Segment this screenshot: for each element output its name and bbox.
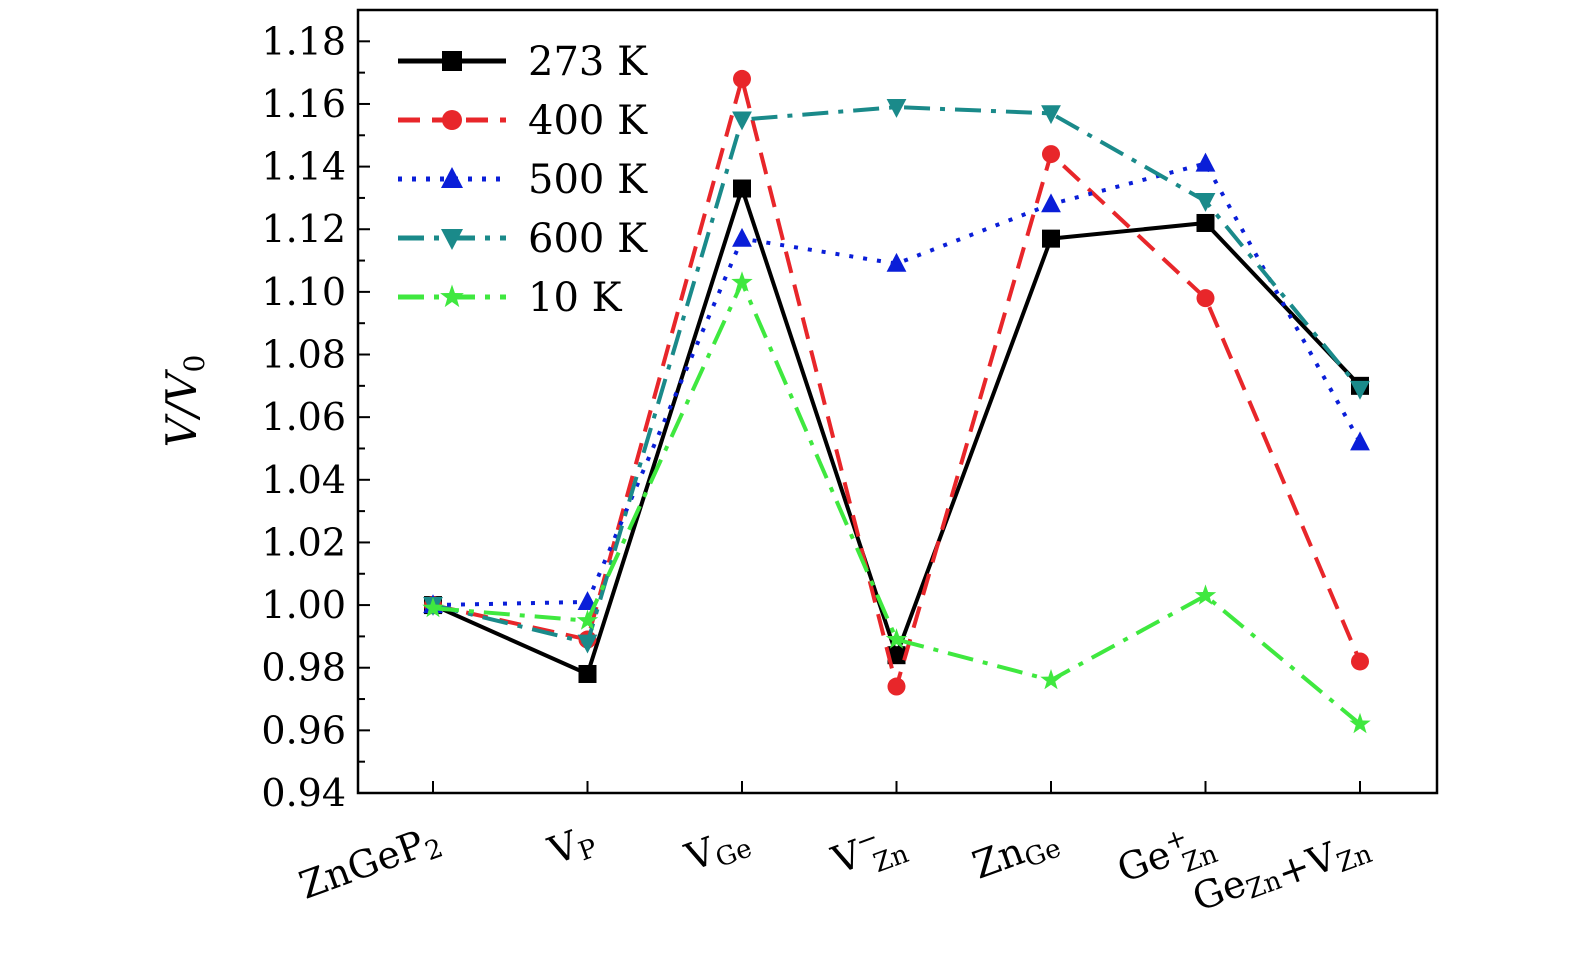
- data-point-triangle-down: [1041, 105, 1061, 125]
- data-point-triangle-up: [1041, 193, 1061, 213]
- legend-label: 10 K: [528, 275, 623, 321]
- data-point-triangle-up: [732, 227, 752, 247]
- y-tick-label: 0.96: [261, 708, 346, 752]
- legend-label: 600 K: [528, 216, 648, 262]
- data-point-triangle-up: [886, 252, 907, 272]
- x-tick-label-text: Ge+Zn: [1111, 814, 1222, 900]
- y-tick-label: 0.94: [261, 771, 346, 815]
- data-point-square: [1196, 213, 1215, 232]
- y-tick-label: 1.12: [261, 207, 346, 251]
- legend-label: 273 K: [528, 39, 648, 85]
- x-tick-label: V−Zn: [825, 814, 913, 892]
- data-point-star: [1040, 669, 1062, 690]
- legend-entry: 273 K: [398, 39, 648, 85]
- y-tick-label: 1.18: [261, 19, 346, 63]
- data-point-triangle-down: [577, 634, 598, 654]
- y-tick-label: 1.06: [261, 395, 346, 439]
- data-point-star: [1194, 584, 1217, 605]
- y-tick-label: 1.08: [261, 333, 346, 377]
- y-tick-label: 1.04: [261, 458, 346, 502]
- x-tick-label-text: GeZn+VZn: [1187, 816, 1377, 929]
- data-point-circle: [1042, 145, 1060, 164]
- x-tick-label: ZnGe: [967, 816, 1065, 891]
- x-tick-label-text: ZnGeP2: [294, 816, 447, 911]
- data-point-circle: [1351, 652, 1369, 671]
- y-axis-title: V/V0: [157, 355, 211, 448]
- legend-entry: 500 K: [398, 157, 648, 203]
- y-tick-label: 1.02: [261, 520, 346, 564]
- data-point-star: [440, 284, 464, 308]
- x-tick-label-text: VGe: [679, 816, 756, 883]
- legend-label: 500 K: [528, 157, 648, 203]
- data-point-triangle-up: [1350, 431, 1370, 451]
- y-tick-label: 0.98: [261, 646, 346, 690]
- legend-entry: 10 K: [398, 275, 623, 321]
- x-tick-label: VGe: [679, 816, 756, 883]
- x-tick-label-text: V−Zn: [825, 814, 913, 892]
- data-point-circle: [442, 110, 462, 130]
- data-point-circle: [887, 677, 906, 696]
- x-tick-label: ZnGeP2: [294, 816, 447, 911]
- plot-frame: [356, 8, 1439, 795]
- data-point-triangle-down: [441, 229, 463, 250]
- x-tick-label-text: VP: [542, 816, 602, 877]
- x-tick-label: Ge+Zn: [1111, 814, 1222, 900]
- data-point-star: [731, 271, 753, 292]
- data-point-star: [422, 597, 444, 618]
- x-tick-label: GeZn+VZn: [1187, 816, 1377, 929]
- data-point-circle: [733, 69, 751, 88]
- data-point-triangle-up: [1195, 152, 1216, 172]
- data-point-square: [1042, 229, 1060, 248]
- x-tick-label: VP: [542, 816, 602, 877]
- legend-entry: 600 K: [398, 216, 648, 262]
- data-point-triangle-down: [1195, 192, 1216, 212]
- data-point-circle: [1196, 289, 1215, 308]
- data-point-triangle-down: [1350, 380, 1370, 400]
- data-point-square: [887, 646, 906, 665]
- y-tick-label: 1.16: [261, 82, 346, 126]
- data-point-star: [885, 628, 908, 649]
- data-point-triangle-down: [732, 111, 752, 131]
- series-10-k: [422, 271, 1371, 734]
- series-600-k: [423, 98, 1370, 654]
- data-point-star: [576, 609, 599, 630]
- data-point-square: [442, 51, 462, 71]
- y-tick-label: 1.10: [261, 270, 346, 314]
- data-point-triangle-down: [886, 98, 907, 118]
- data-point-square: [733, 179, 751, 198]
- y-tick-label: 1.00: [261, 583, 346, 627]
- legend-entry: 400 K: [398, 98, 648, 144]
- legend-label: 400 K: [528, 98, 648, 144]
- data-point-star: [1349, 712, 1371, 734]
- x-tick-label-text: ZnGe: [967, 816, 1065, 891]
- data-point-triangle-up: [441, 167, 463, 188]
- data-point-square: [578, 664, 597, 683]
- y-tick-label: 1.14: [261, 145, 346, 189]
